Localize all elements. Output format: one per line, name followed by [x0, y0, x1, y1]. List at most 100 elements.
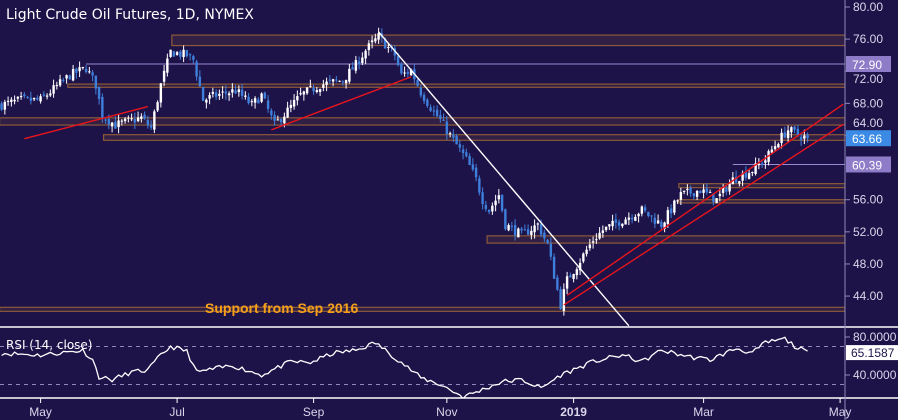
candle: [598, 227, 601, 240]
candle: [461, 144, 465, 160]
candle-body: [439, 115, 442, 120]
candle: [84, 64, 88, 74]
candle-body: [104, 119, 107, 121]
candle: [120, 119, 124, 126]
candle-body: [552, 256, 556, 279]
candle: [49, 89, 52, 97]
candle: [783, 126, 787, 139]
candle-body: [91, 72, 94, 76]
candle: [790, 126, 793, 138]
price-label-text: 60.39: [852, 158, 882, 172]
candle: [253, 96, 257, 109]
candle: [231, 83, 234, 98]
candle-body: [335, 79, 338, 81]
candle-body: [250, 101, 254, 103]
candle: [335, 75, 338, 83]
candle-body: [770, 149, 774, 153]
candle: [406, 68, 410, 78]
candle: [81, 66, 85, 70]
candle-body: [159, 83, 163, 103]
candle: [257, 97, 260, 104]
candle: [162, 64, 166, 87]
candle-body: [383, 38, 387, 49]
candle-body: [133, 119, 137, 123]
candle: [127, 115, 130, 123]
rsi-label: RSI (14, close): [6, 338, 92, 352]
candle-body: [97, 86, 101, 99]
candle: [637, 212, 640, 223]
candle-body: [650, 215, 653, 217]
candle-body: [88, 71, 91, 73]
candle-body: [478, 178, 481, 193]
candle-body: [715, 198, 718, 204]
candle: [387, 43, 390, 53]
candle-body: [270, 110, 273, 116]
candle-body: [656, 220, 660, 224]
candle: [276, 115, 280, 121]
candle: [166, 53, 169, 77]
candle: [695, 189, 699, 201]
candle: [432, 105, 436, 117]
candle: [734, 170, 738, 184]
candle-body: [52, 85, 55, 94]
candle-body: [377, 33, 380, 40]
candle-body: [497, 195, 501, 200]
candle: [578, 258, 582, 276]
candle-body: [286, 107, 289, 118]
candle-body: [468, 155, 471, 166]
candle: [263, 91, 267, 100]
candle: [500, 194, 504, 213]
candle-body: [175, 52, 179, 55]
candle: [481, 187, 484, 210]
candle: [62, 77, 65, 83]
candle-body: [65, 75, 68, 79]
candle-body: [42, 94, 46, 96]
candle-body: [143, 114, 146, 119]
candle-body: [325, 81, 328, 85]
candle: [575, 266, 579, 280]
candle-body: [78, 67, 81, 72]
candle-body: [107, 118, 111, 125]
candle: [156, 100, 159, 113]
candle-body: [598, 232, 601, 239]
candle-body: [721, 187, 725, 193]
candle: [247, 93, 250, 105]
candle: [786, 125, 790, 143]
candle: [643, 204, 647, 213]
candle-body: [305, 87, 309, 94]
candle-body: [396, 56, 400, 66]
candle-body: [442, 119, 445, 121]
candle: [546, 238, 549, 245]
candle-body: [803, 135, 806, 139]
candle-body: [292, 100, 296, 107]
candle-body: [110, 122, 114, 127]
candle-body: [62, 79, 65, 81]
candle-body: [738, 181, 741, 184]
candle: [699, 190, 702, 194]
candle: [588, 239, 592, 251]
candle: [78, 61, 81, 78]
candle-body: [162, 70, 166, 82]
candle: [309, 79, 312, 88]
candle: [533, 219, 536, 239]
candle: [669, 204, 673, 218]
candle: [227, 91, 231, 101]
candle-body: [416, 79, 419, 86]
candle: [240, 84, 244, 100]
candle: [286, 101, 289, 118]
candle: [299, 87, 302, 96]
candle: [647, 211, 650, 218]
candle: [604, 226, 608, 232]
price-label-box: [846, 156, 891, 173]
candle: [361, 52, 364, 66]
candle-body: [562, 289, 566, 312]
candle: [292, 94, 296, 110]
candle-body: [445, 121, 449, 135]
candle-body: [611, 220, 614, 227]
candle: [760, 161, 764, 168]
candle-body: [487, 209, 491, 212]
candle: [322, 79, 325, 92]
candle: [793, 125, 796, 133]
resistance-zone: [0, 306, 845, 312]
candle: [627, 212, 631, 226]
